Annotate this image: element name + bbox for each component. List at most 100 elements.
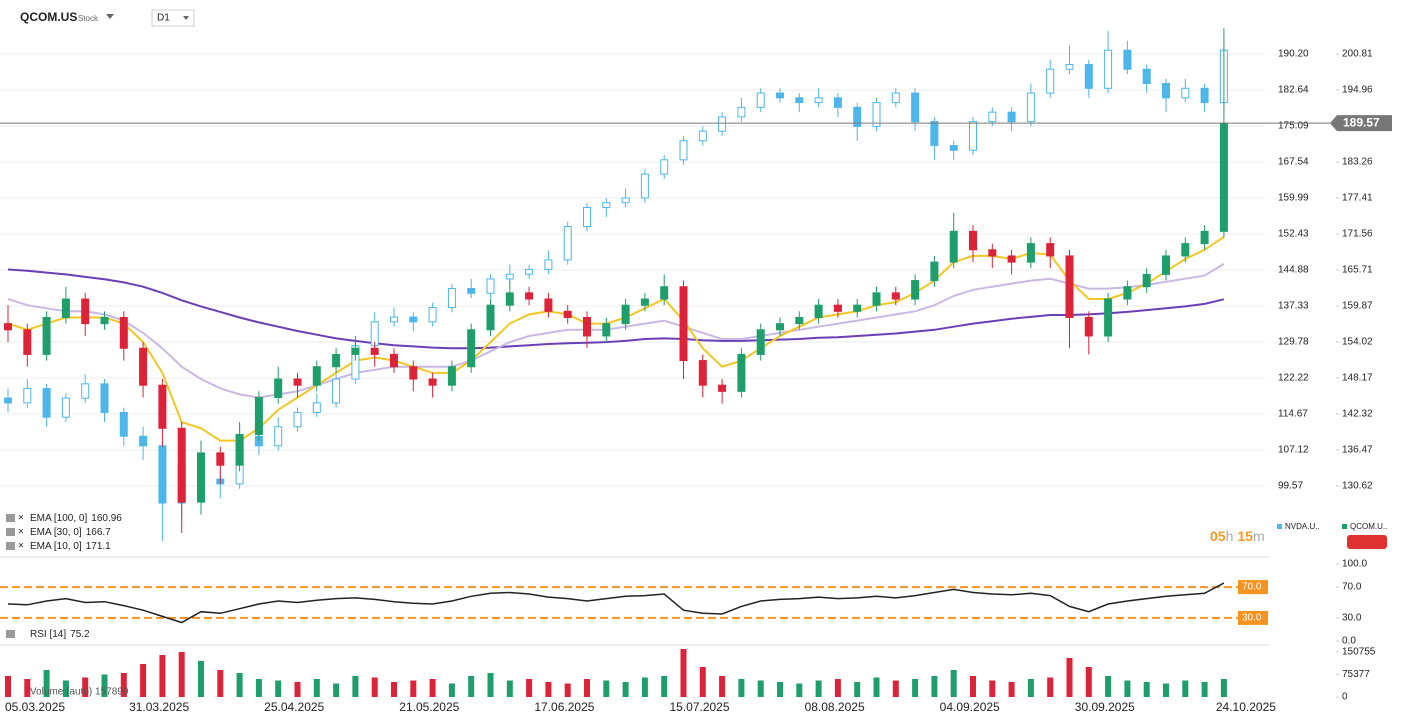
volume-bar: [333, 683, 340, 697]
candle-body: [795, 316, 804, 325]
volume-bar: [506, 680, 513, 697]
ema-legend: EMA [30, 0] 166.7: [30, 527, 111, 538]
volume-bar: [1047, 677, 1054, 697]
y-tick-label: 99.57: [1278, 481, 1303, 492]
candle-body: [756, 329, 765, 355]
volume-bar: [352, 676, 359, 697]
candle-body: [853, 106, 862, 127]
candle-body: [467, 329, 476, 368]
rsi-name: RSI [14]: [30, 629, 66, 640]
timeframe-dropdown[interactable]: [183, 16, 189, 20]
ema-name: EMA [30, 0]: [30, 527, 82, 538]
volume-bar: [661, 676, 668, 697]
candle-body: [1181, 243, 1190, 257]
y2-tick-label: 165.71: [1342, 265, 1373, 276]
rsi-legend: RSI [14] 75.2: [30, 629, 90, 640]
volume-bar: [120, 673, 127, 697]
volume-bar: [564, 683, 571, 697]
volume-bar: [1201, 682, 1208, 697]
candle-body: [1065, 63, 1074, 70]
x-tick-label: 31.03.2025: [129, 700, 189, 714]
x-tick-label: 30.09.2025: [1075, 700, 1135, 714]
volume-bar: [313, 679, 320, 697]
candle-body: [969, 230, 977, 251]
candle-body: [756, 92, 765, 108]
candle-body: [1046, 68, 1055, 94]
ema-legend: EMA [10, 0] 171.1: [30, 541, 111, 552]
y2-tick-label: 136.47: [1342, 445, 1373, 456]
candle-body: [23, 329, 32, 355]
x-tick-label: 17.06.2025: [534, 700, 594, 714]
volume-bar: [1105, 676, 1112, 697]
candle-body: [1142, 273, 1151, 288]
y-tick-label: 122.22: [1278, 373, 1309, 384]
candle-body: [563, 310, 572, 318]
volume-bar: [931, 676, 938, 697]
volume-bar: [5, 676, 11, 697]
candle-body: [1123, 49, 1132, 70]
ema-value: 171.1: [86, 541, 111, 552]
volume-bar: [950, 670, 957, 697]
volume-bar: [24, 679, 31, 697]
timeframe-box[interactable]: [151, 9, 195, 27]
candle-body: [447, 288, 456, 309]
candle-body: [1219, 122, 1228, 232]
x-tick-label: 25.04.2025: [264, 700, 324, 714]
volume-bar: [62, 680, 69, 697]
volume-bar: [255, 679, 262, 697]
volume-bar: [719, 676, 726, 697]
rsi-tick-label: 70.0: [1342, 582, 1362, 593]
volume-tick-label: 150755: [1342, 646, 1376, 657]
volume-bar: [140, 664, 147, 697]
candle-body: [486, 278, 495, 294]
candle-body: [988, 111, 997, 123]
volume-bar: [429, 679, 436, 697]
volume-bar: [1220, 679, 1227, 697]
candle-body: [505, 273, 514, 280]
candle-body: [409, 316, 418, 323]
volume-bar: [178, 652, 185, 697]
candle-body: [718, 384, 727, 392]
volume-bar: [236, 673, 243, 697]
candle-body: [602, 323, 611, 337]
volume-bar: [796, 683, 803, 697]
volume-bar: [410, 680, 417, 697]
rsi-line: [7, 582, 1225, 624]
y-tick-label: 159.99: [1278, 193, 1309, 204]
candle-body: [1026, 92, 1035, 123]
volume-bar: [912, 679, 919, 697]
symbol[interactable]: QCOM.US: [20, 10, 77, 24]
timeframe[interactable]: D1: [157, 13, 170, 24]
candle-body: [332, 353, 341, 368]
candle-body: [525, 292, 534, 300]
symbol-dropdown[interactable]: [106, 14, 114, 19]
volume-bar: [1163, 683, 1169, 697]
candle-body: [911, 280, 920, 300]
x-tick-label: 21.05.2025: [399, 700, 459, 714]
volume-bar: [641, 677, 648, 697]
volume-bar: [198, 661, 204, 697]
candle-body: [1084, 316, 1093, 337]
volume-bar: [603, 680, 610, 697]
y2-tick-label: 148.17: [1342, 373, 1373, 384]
candle-body: [872, 292, 881, 306]
volume-bar: [391, 682, 397, 697]
ema-settings-icon: [6, 528, 15, 536]
last-price-label: 189.57: [1343, 115, 1380, 129]
candle-body: [274, 378, 283, 399]
volume-bar: [294, 682, 301, 697]
y-tick-label: 129.78: [1278, 337, 1309, 348]
candle-body: [1200, 87, 1209, 104]
candle-body: [4, 323, 12, 331]
alert-button[interactable]: [1347, 535, 1387, 549]
candle-body: [42, 316, 51, 355]
volume-legend: Volume (auto) 157899: [30, 687, 129, 698]
candle-body: [949, 230, 958, 263]
candle-body: [332, 378, 341, 404]
volume-bar: [854, 682, 861, 697]
candle-body: [254, 397, 263, 435]
volume-bar: [1027, 679, 1034, 697]
volume-bar: [738, 679, 745, 697]
candle-body: [737, 106, 746, 118]
y-tick-label: 137.33: [1278, 301, 1309, 312]
